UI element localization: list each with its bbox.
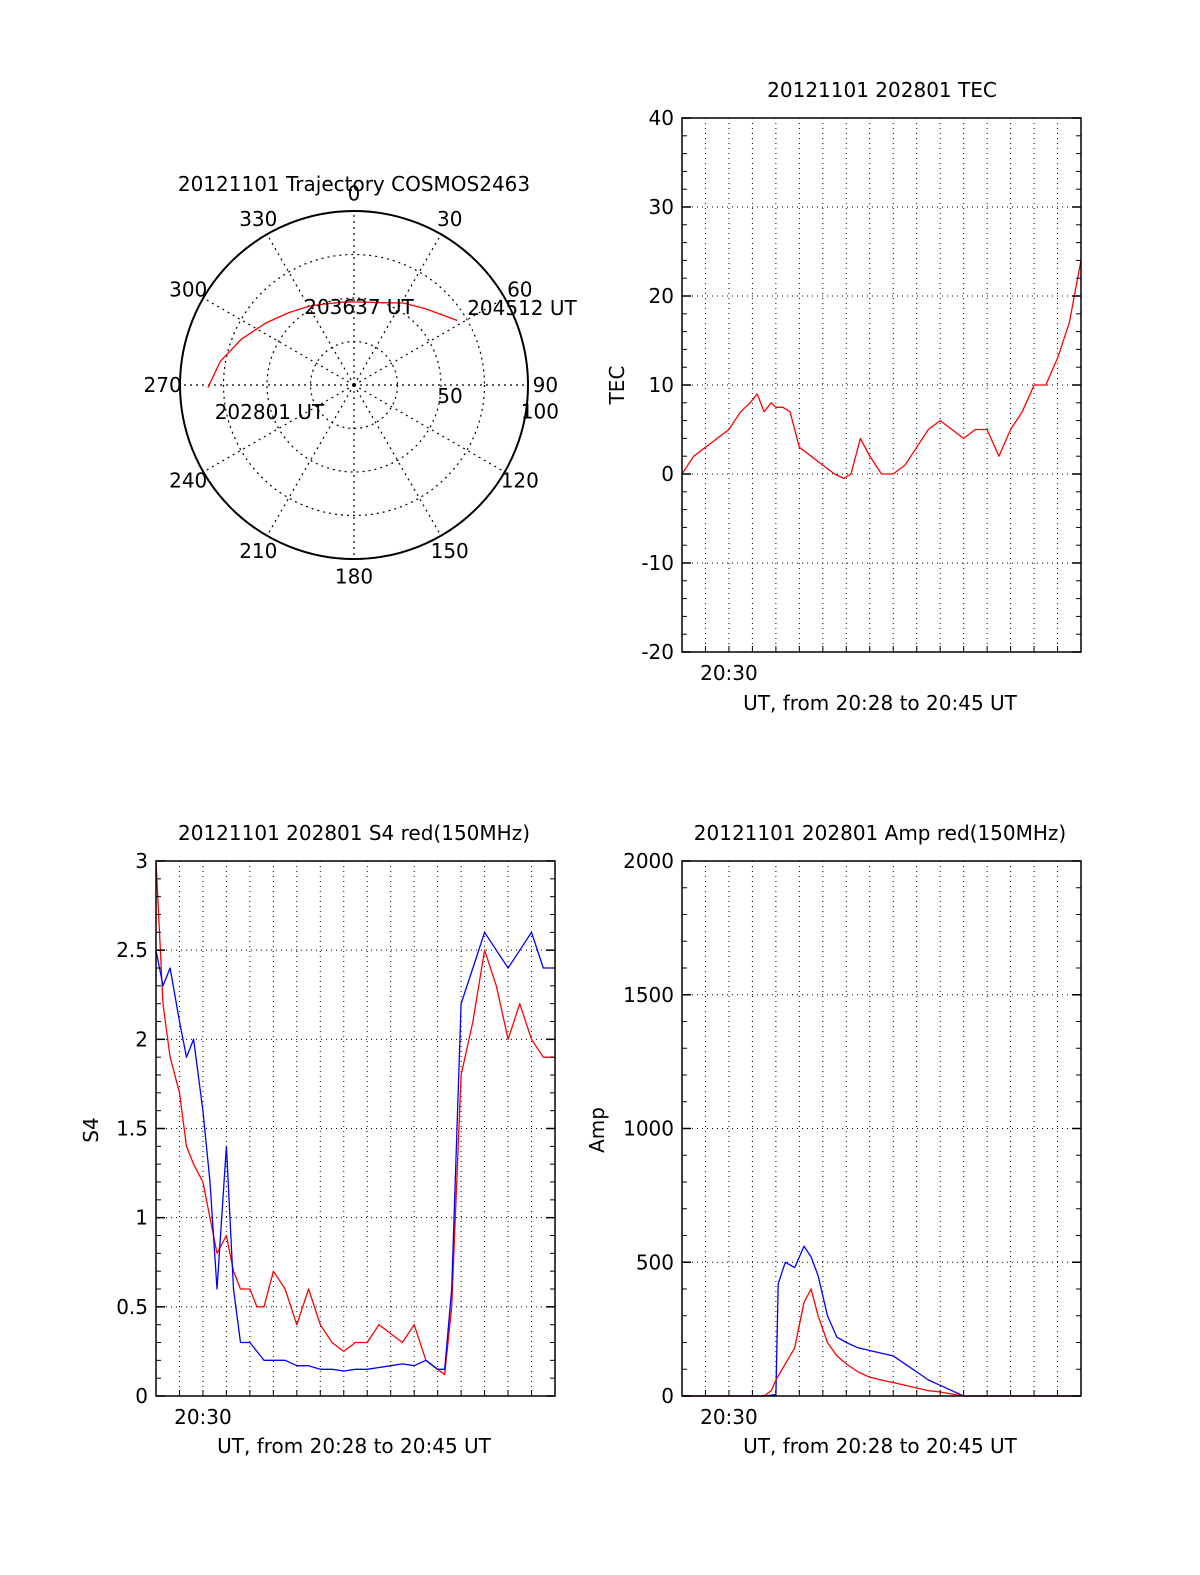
series-line	[155, 931, 555, 1372]
azimuth-label: 30	[437, 207, 462, 231]
s4-ylabel: S4	[79, 1117, 103, 1142]
y-tick-label: 30	[649, 195, 674, 219]
polar-ring	[266, 297, 442, 473]
polar-outer-circle	[179, 210, 529, 560]
y-tick-label: 500	[636, 1250, 674, 1274]
polar-spoke	[266, 384, 355, 536]
y-tick-label: 0	[135, 1384, 148, 1408]
y-tick-label: 1.5	[116, 1117, 148, 1141]
polar-ring	[222, 253, 486, 517]
s4-xlabel: UT, from 20:28 to 20:45 UT	[217, 1434, 492, 1458]
y-tick-label: 0.5	[116, 1295, 148, 1319]
y-tick-label: 3	[135, 849, 148, 873]
x-tick-label: 20:30	[700, 661, 758, 685]
series-line	[681, 260, 1082, 480]
amp-ylabel: Amp	[585, 1107, 609, 1153]
azimuth-label: 210	[239, 539, 277, 563]
polar-spoke	[266, 234, 355, 386]
azimuth-label: 90	[533, 373, 558, 397]
trajectory-line	[207, 301, 458, 388]
y-tick-label: 10	[649, 373, 674, 397]
azimuth-label: 180	[335, 564, 373, 588]
tec-title: 20121101 202801 TEC	[767, 78, 997, 102]
polar-spoke	[353, 234, 442, 386]
azimuth-label: 0	[348, 182, 361, 206]
y-tick-label: 0	[661, 1384, 674, 1408]
polar-spoke	[353, 384, 442, 536]
y-tick-label: 2000	[623, 849, 674, 873]
amp-title: 20121101 202801 Amp red(150MHz)	[694, 821, 1066, 845]
amp-xlabel: UT, from 20:28 to 20:45 UT	[743, 1434, 1018, 1458]
x-tick-label: 20:30	[174, 1405, 232, 1429]
polar-grid	[179, 210, 529, 560]
y-tick-label: 2.5	[116, 938, 148, 962]
polar-spoke	[353, 297, 505, 386]
radial-label: 100	[521, 400, 559, 424]
y-tick-label: -10	[641, 551, 674, 575]
trajectory-annotations: 202801 UT 203637 UT 204512 UT	[215, 295, 578, 424]
y-tick-label: -20	[641, 640, 674, 664]
trajectory-annotation: 203637 UT	[304, 295, 414, 319]
polar-azimuth-labels: 0 30 60 90 120 150 180 210 240 270 300 330	[144, 182, 559, 589]
azimuth-label: 120	[501, 469, 539, 493]
azimuth-label: 60	[507, 277, 532, 301]
amp-panel: 20121101 202801 Amp red(150MHz) UT, from…	[585, 821, 1082, 1458]
trajectory-title: 20121101 Trajectory COSMOS2463	[178, 172, 530, 196]
series-line	[682, 1245, 1081, 1397]
trajectory-path	[207, 301, 458, 388]
tec-panel: 20121101 202801 TEC UT, from 20:28 to 20…	[605, 78, 1082, 715]
tec-xlabel: UT, from 20:28 to 20:45 UT	[743, 691, 1018, 715]
radial-label: 50	[437, 384, 462, 408]
trajectory-polar-plot: 20121101 Trajectory COSMOS2463 0 30 60 90 12…	[144, 172, 578, 588]
s4-panel: 20121101 202801 S4 red(150MHz) UT, from …	[79, 821, 556, 1458]
y-tick-label: 40	[649, 106, 674, 130]
x-tick-label: 20:30	[700, 1405, 758, 1429]
y-tick-label: 2	[135, 1027, 148, 1051]
s4-title: 20121101 202801 S4 red(150MHz)	[178, 821, 530, 845]
plot-frame	[155, 860, 556, 1397]
series-line	[155, 860, 555, 1376]
y-tick-label: 1	[135, 1206, 148, 1230]
polar-spoke	[353, 384, 505, 473]
y-tick-label: 20	[649, 284, 674, 308]
tec-ylabel: TEC	[605, 366, 629, 406]
polar-radial-labels: 50 100	[437, 384, 559, 424]
azimuth-label: 150	[431, 539, 469, 563]
series-line	[682, 1288, 1081, 1397]
y-tick-label: 0	[661, 462, 674, 486]
azimuth-label: 240	[169, 469, 207, 493]
azimuth-label: 270	[144, 373, 182, 397]
azimuth-label: 330	[239, 207, 277, 231]
polar-spoke	[203, 297, 355, 386]
plot-frame	[681, 860, 1082, 1397]
plot-frame	[681, 117, 1082, 653]
azimuth-label: 300	[169, 277, 207, 301]
polar-spoke	[203, 384, 355, 473]
y-tick-label: 1000	[623, 1117, 674, 1141]
trajectory-annotation: 202801 UT	[215, 400, 325, 424]
trajectory-annotation: 204512 UT	[467, 296, 577, 320]
y-tick-label: 1500	[623, 983, 674, 1007]
